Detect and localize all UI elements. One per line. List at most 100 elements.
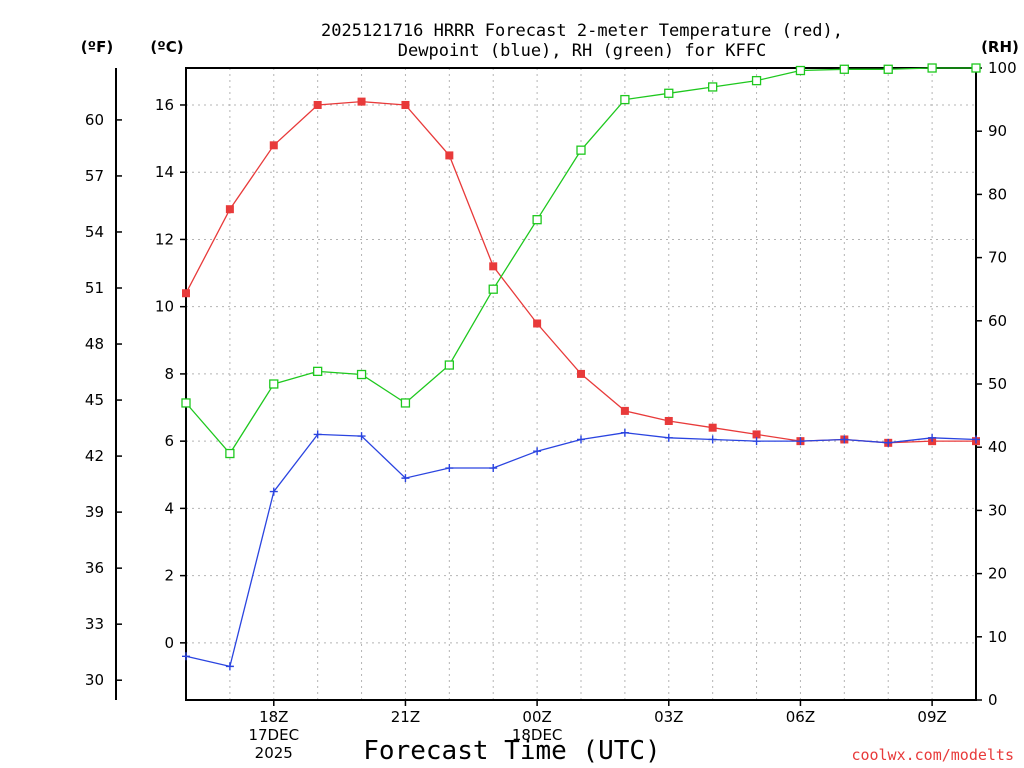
dewpoint-point bbox=[269, 487, 278, 496]
rh-point bbox=[444, 360, 454, 370]
rh-point bbox=[708, 82, 718, 92]
rh-point bbox=[839, 64, 849, 74]
fahrenheit-tick-label: 57 bbox=[85, 167, 104, 185]
fahrenheit-tick-label: 60 bbox=[85, 111, 104, 129]
series-layer bbox=[181, 63, 981, 671]
dewpoint-point bbox=[313, 430, 322, 439]
dewpoint-point bbox=[620, 428, 629, 437]
dewpoint-point bbox=[928, 433, 937, 442]
rh-point bbox=[883, 64, 893, 74]
rh-point bbox=[971, 63, 981, 73]
rh-point bbox=[664, 88, 674, 98]
fahrenheit-tick-label: 39 bbox=[85, 503, 104, 521]
temperature-point bbox=[357, 97, 366, 106]
celsius-tick-label: 4 bbox=[164, 499, 174, 517]
rh-tick-label: 30 bbox=[988, 501, 1007, 519]
x-tick-label: 00Z bbox=[522, 708, 551, 726]
fahrenheit-tick-label: 30 bbox=[85, 671, 104, 689]
dewpoint-point bbox=[182, 652, 190, 661]
rh-tick-label: 60 bbox=[988, 312, 1007, 330]
dewpoint-point bbox=[577, 435, 585, 444]
rh-point bbox=[488, 284, 498, 294]
celsius-tick-label: 10 bbox=[155, 298, 174, 316]
dewpoint-point bbox=[840, 435, 849, 444]
dewpoint-point bbox=[884, 438, 893, 447]
rh-point bbox=[751, 75, 762, 86]
fahrenheit-tick-label: 42 bbox=[85, 447, 104, 465]
plot-frame bbox=[185, 67, 977, 701]
celsius-tick-label: 14 bbox=[155, 163, 174, 181]
dewpoint-point bbox=[489, 464, 498, 473]
temperature-point bbox=[664, 416, 673, 425]
dewpoint-point bbox=[225, 662, 234, 671]
rh-tick-label: 80 bbox=[988, 185, 1007, 203]
rh-unit-label: (RH) bbox=[981, 38, 1019, 56]
temperature-point bbox=[489, 262, 498, 271]
rh-point bbox=[400, 398, 411, 408]
rh-tick-label: 100 bbox=[988, 59, 1017, 77]
dewpoint-point bbox=[357, 432, 366, 441]
rh-tick-label: 10 bbox=[988, 628, 1007, 646]
dewpoint-point bbox=[664, 433, 673, 442]
grid bbox=[186, 68, 976, 700]
rh-tick-label: 50 bbox=[988, 375, 1007, 393]
rh-point bbox=[532, 215, 542, 225]
fahrenheit-tick-label: 36 bbox=[85, 559, 104, 577]
rh-tick-label: 70 bbox=[988, 249, 1007, 267]
rh-point bbox=[795, 65, 806, 76]
credit-text: coolwx.com/modelts bbox=[851, 746, 1014, 764]
rh-point bbox=[356, 369, 367, 380]
celsius-tick-label: 6 bbox=[164, 432, 174, 450]
x-tick-label: 03Z bbox=[654, 708, 683, 726]
rh-point bbox=[576, 145, 586, 155]
x-tick-label: 09Z bbox=[917, 708, 946, 726]
title-line-1: 2025121716 HRRR Forecast 2-meter Tempera… bbox=[321, 21, 843, 41]
fahrenheit-tick-label: 45 bbox=[85, 391, 104, 409]
rh-point bbox=[269, 379, 279, 389]
temperature-point bbox=[533, 319, 542, 328]
temperature-point bbox=[708, 423, 717, 432]
celsius-tick-label: 12 bbox=[155, 230, 174, 248]
celsius-tick-label: 2 bbox=[164, 567, 174, 585]
x-tick-label: 06Z bbox=[786, 708, 815, 726]
temperature-point bbox=[401, 100, 410, 109]
x-axis-label: Forecast Time (UTC) bbox=[363, 736, 660, 766]
rh-point bbox=[181, 398, 191, 408]
rh-tick-label: 40 bbox=[988, 438, 1007, 456]
dewpoint-point bbox=[752, 437, 761, 446]
dewpoint-point bbox=[533, 447, 542, 456]
fahrenheit-tick-label: 33 bbox=[85, 615, 104, 633]
fahrenheit-tick-label: 51 bbox=[85, 279, 104, 297]
celsius-tick-label: 0 bbox=[164, 634, 174, 652]
x-tick-label: 21Z bbox=[391, 708, 420, 726]
axes: 0 2 4 6 8 10 12 14 16 30 33 36 39 42 45 48 51 54 57 60 0 10 20… bbox=[85, 59, 1017, 762]
celsius-unit-label: (ºC) bbox=[150, 38, 183, 56]
temperature-point bbox=[313, 100, 322, 109]
celsius-tick-label: 8 bbox=[164, 365, 174, 383]
celsius-tick-label: 16 bbox=[155, 96, 174, 114]
temperature-point bbox=[225, 205, 234, 214]
title-line-2: Dewpoint (blue), RH (green) for KFFC bbox=[398, 41, 766, 61]
temperature-point bbox=[620, 406, 629, 415]
dewpoint-point bbox=[445, 464, 454, 473]
dewpoint-point bbox=[796, 437, 805, 446]
rh-tick-label: 90 bbox=[988, 122, 1007, 140]
x-tick-label: 18DEC bbox=[512, 726, 563, 744]
x-tick-label: 2025 bbox=[255, 744, 293, 762]
temperature-point bbox=[752, 430, 761, 439]
fahrenheit-tick-label: 48 bbox=[85, 335, 104, 353]
fahrenheit-unit-label: (ºF) bbox=[81, 38, 113, 56]
rh-point bbox=[620, 94, 630, 105]
temperature-point bbox=[577, 369, 585, 378]
x-tick-label: 18Z bbox=[259, 708, 288, 726]
rh-tick-label: 0 bbox=[988, 691, 998, 709]
rh-point bbox=[225, 448, 235, 459]
temperature-point bbox=[445, 151, 454, 160]
dewpoint-point bbox=[708, 435, 717, 444]
fahrenheit-tick-label: 54 bbox=[85, 223, 104, 241]
temperature-point bbox=[182, 289, 190, 298]
rh-point bbox=[927, 63, 937, 73]
dewpoint-point bbox=[401, 474, 410, 483]
temperature-point bbox=[269, 141, 278, 150]
